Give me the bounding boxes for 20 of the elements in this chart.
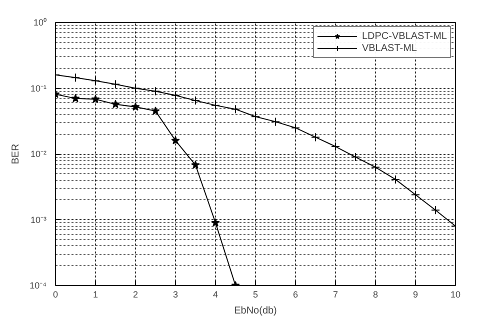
x-axis-title: EbNo(db) bbox=[234, 306, 277, 316]
legend-label: VBLAST-ML bbox=[362, 42, 417, 54]
x-tick-label: 6 bbox=[292, 290, 298, 300]
legend-label: LDPC-VBLAST-ML bbox=[362, 30, 447, 42]
x-tick-label: 0 bbox=[52, 290, 58, 300]
x-tick-label: 4 bbox=[212, 290, 218, 300]
y-tick-label: 10⁻² bbox=[30, 149, 47, 159]
x-tick-label: 7 bbox=[332, 290, 338, 300]
y-tick-label: 10⁰ bbox=[33, 18, 47, 28]
x-tick-label: 5 bbox=[252, 290, 258, 300]
y-tick-label: 10⁻⁴ bbox=[30, 280, 47, 290]
x-tick-label: 1 bbox=[92, 290, 98, 300]
y-tick-label: 10⁻¹ bbox=[30, 83, 47, 94]
x-tick-label: 2 bbox=[132, 290, 138, 300]
x-tick-label: 10 bbox=[450, 290, 461, 300]
x-tick-label: 8 bbox=[372, 290, 378, 300]
x-tick-label: 9 bbox=[412, 290, 418, 300]
x-tick-label: 3 bbox=[172, 290, 178, 300]
y-tick-label: 10⁻³ bbox=[30, 214, 47, 225]
y-axis-title: BER bbox=[10, 144, 22, 164]
